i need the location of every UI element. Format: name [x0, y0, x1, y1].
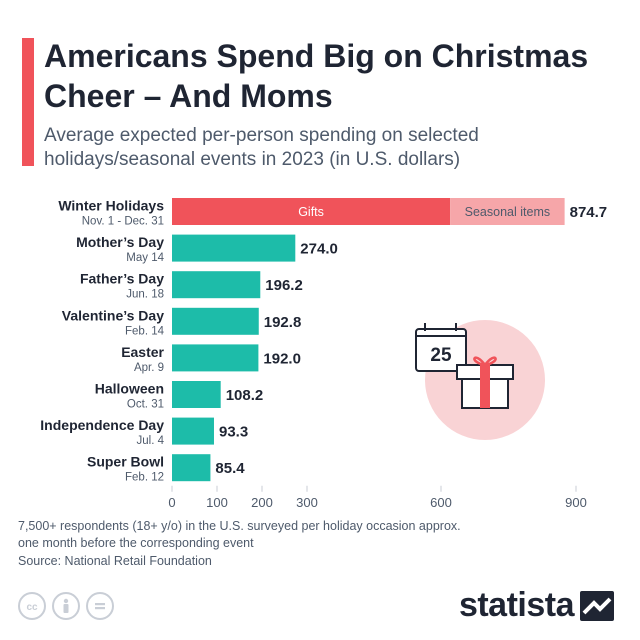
gift-calendar-illustration: 25 — [415, 320, 545, 440]
category-date-label: Feb. 14 — [125, 325, 165, 337]
data-label: 108.2 — [226, 387, 264, 404]
attribution-icon[interactable] — [52, 592, 80, 620]
x-axis: 0 100 200 300 600 900 — [168, 485, 587, 510]
category-label: Winter Holidays — [58, 198, 164, 214]
statista-mark-icon — [580, 590, 614, 621]
category-label: Valentine’s Day — [62, 307, 164, 323]
category-date-label: Jul. 4 — [137, 435, 165, 447]
data-label: 93.3 — [219, 424, 248, 441]
chart-subtitle: Average expected per-person spending on … — [44, 125, 479, 170]
category-date-label: Oct. 31 — [127, 399, 164, 411]
bars: Gifts Seasonal items 874.7 274.0 196.2 192.8 1… — [172, 198, 608, 482]
segment-label: Seasonal items — [465, 205, 550, 219]
x-tick-label: 300 — [296, 495, 318, 510]
data-label: 192.0 — [263, 350, 301, 367]
category-date-label: Feb. 12 — [125, 472, 164, 484]
category-labels: Winter Holidays Nov. 1 - Dec. 31 Mother’s … — [40, 198, 164, 484]
category-date-label: Jun. 18 — [126, 289, 164, 301]
bar-segment-seasonal — [450, 198, 565, 225]
bar — [172, 417, 214, 445]
segment-label: Gifts — [298, 205, 324, 219]
statista-logo[interactable]: statista — [459, 586, 614, 625]
x-tick-label: 0 — [168, 495, 175, 510]
x-tick-label: 100 — [206, 495, 228, 510]
chart-title: Americans Spend Big on Christmas Cheer –… — [44, 38, 589, 114]
category-date-label: Apr. 9 — [134, 362, 164, 374]
license-icons: cc — [18, 592, 114, 620]
data-label: 85.4 — [215, 460, 245, 477]
x-tick-label: 600 — [430, 495, 452, 510]
data-label: 274.0 — [300, 241, 338, 258]
category-label: Super Bowl — [87, 454, 164, 470]
svg-text:cc: cc — [26, 602, 38, 613]
cc-icon[interactable]: cc — [18, 592, 46, 620]
no-derivatives-icon[interactable] — [86, 592, 114, 620]
bar — [172, 454, 211, 482]
bar — [172, 271, 261, 299]
category-label: Halloween — [95, 381, 164, 397]
bar — [172, 381, 221, 408]
gift-box-icon — [456, 356, 514, 409]
x-tick-label: 200 — [251, 495, 273, 510]
category-label: Independence Day — [40, 417, 164, 433]
category-date-label: Nov. 1 - Dec. 31 — [82, 216, 164, 228]
bar — [172, 234, 296, 262]
brand-name: statista — [458, 586, 575, 624]
source-note: Source: National Retail Foundation — [18, 554, 212, 568]
category-label: Easter — [121, 344, 164, 360]
calendar-icon: 25 — [415, 323, 467, 372]
category-date-label: May 14 — [126, 252, 164, 264]
data-label: 196.2 — [265, 277, 303, 294]
x-tick-label: 900 — [565, 495, 587, 510]
data-label: 874.7 — [570, 204, 608, 221]
calendar-day-number: 25 — [430, 345, 452, 366]
bar-segment-gifts — [172, 198, 451, 225]
bar — [172, 307, 259, 335]
bar — [172, 344, 259, 372]
title-accent-bar — [22, 38, 34, 166]
footnote: 7,500+ respondents (18+ y/o) in the U.S.… — [18, 519, 461, 550]
category-label: Father’s Day — [80, 271, 164, 287]
category-label: Mother’s Day — [76, 234, 164, 250]
bar-chart: Winter Holidays Nov. 1 - Dec. 31 Mother’s … — [40, 198, 608, 510]
data-label: 192.8 — [264, 314, 302, 331]
